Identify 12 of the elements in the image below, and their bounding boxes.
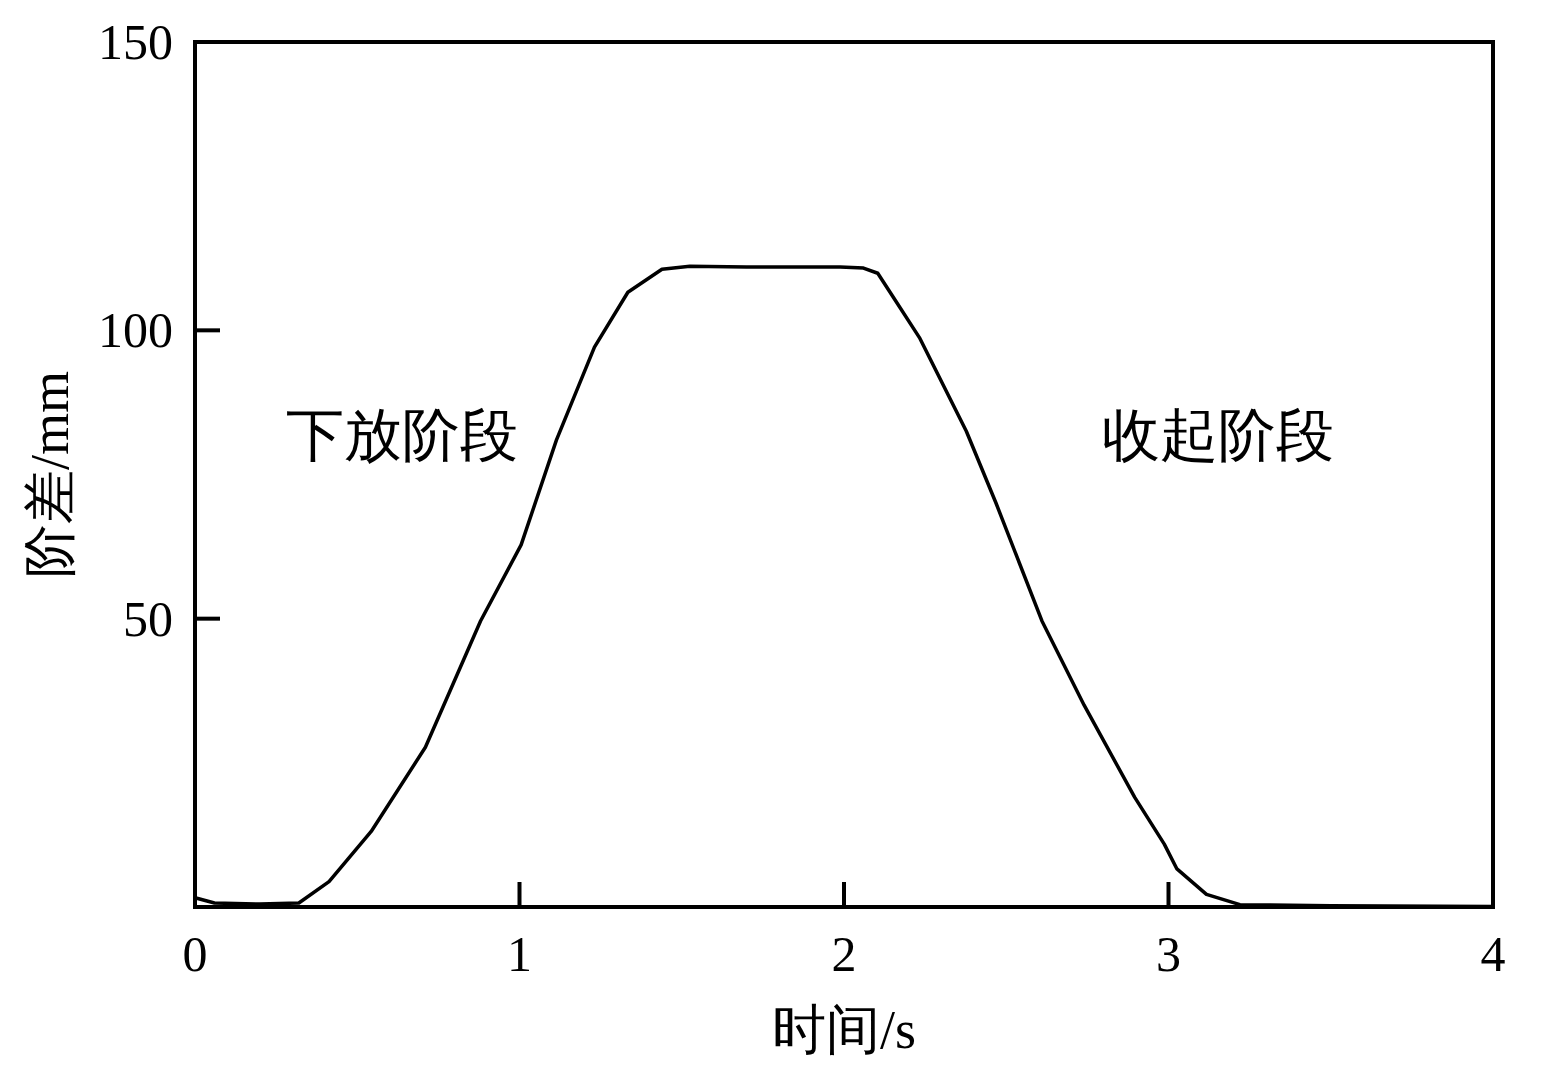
x-tick-label: 2 — [831, 926, 857, 982]
y-tick-label: 100 — [98, 302, 173, 359]
x-tick-label: 0 — [182, 926, 208, 982]
annotation: 下放阶段 — [286, 403, 518, 468]
y-axis-title: 阶差/mm — [20, 370, 80, 579]
y-tick-label: 150 — [98, 14, 173, 70]
x-axis-title: 时间/s — [771, 1000, 917, 1060]
x-tick-label: 3 — [1156, 926, 1181, 982]
y-tick-label: 50 — [123, 590, 173, 647]
annotation: 收起阶段 — [1102, 403, 1334, 468]
x-tick-label: 1 — [507, 926, 532, 982]
x-tick-label: 4 — [1480, 926, 1506, 982]
